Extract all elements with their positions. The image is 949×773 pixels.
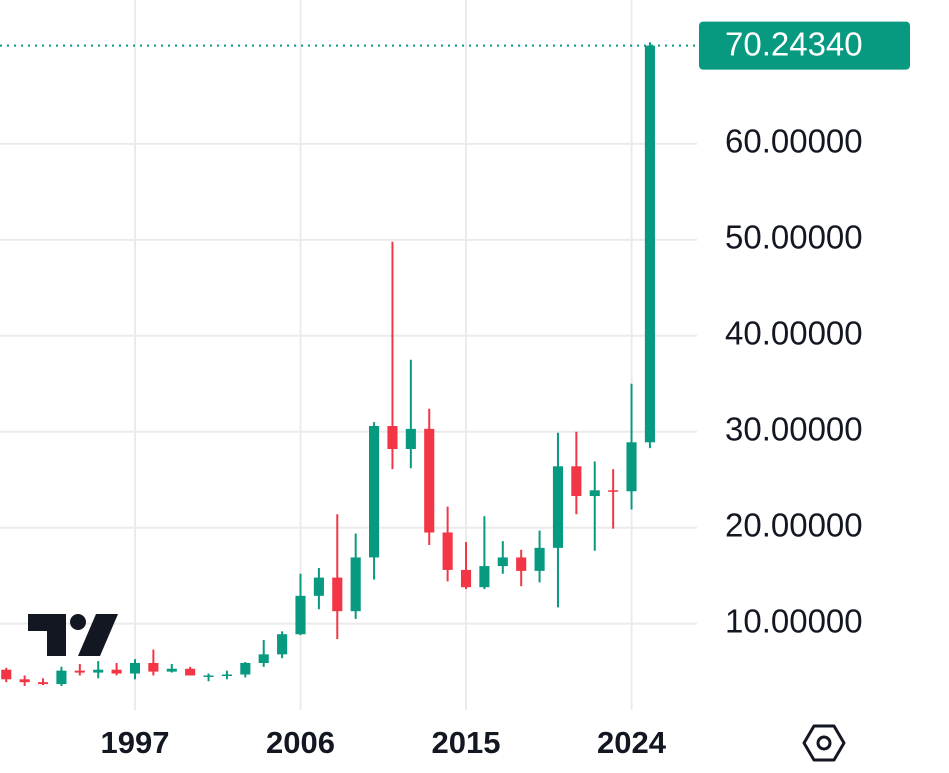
candle-body <box>332 577 343 612</box>
x-tick-label: 2024 <box>597 725 667 760</box>
candle-body <box>571 466 582 497</box>
logo <box>28 614 118 656</box>
candle-body <box>534 547 545 571</box>
candle-body <box>74 670 85 673</box>
candle-body <box>166 668 177 672</box>
candle-body <box>608 490 619 492</box>
candle-body <box>148 662 159 672</box>
candle-body <box>129 662 141 674</box>
candle-body <box>37 682 49 685</box>
x-tick-label: 1997 <box>101 725 170 760</box>
candle-body <box>350 557 361 612</box>
last-price-label: 70.24340 <box>725 25 863 62</box>
y-tick-label: 40.00000 <box>725 315 863 352</box>
candle-body <box>203 675 214 677</box>
candle-body <box>185 668 196 676</box>
candle-body <box>442 532 453 570</box>
y-tick-label: 20.00000 <box>725 506 863 543</box>
candle-body <box>460 569 472 588</box>
y-tick-label: 60.00000 <box>725 123 863 160</box>
candle-body <box>369 426 380 558</box>
candle-body <box>1 669 12 680</box>
candle-body <box>497 557 508 567</box>
candle-body <box>516 557 527 571</box>
settings-button[interactable] <box>802 724 846 762</box>
candle-body <box>626 442 637 492</box>
candle-body <box>240 662 251 675</box>
candle-body <box>589 490 600 497</box>
candle-body <box>93 669 104 673</box>
candle-body <box>19 679 30 683</box>
candle-body <box>258 654 269 663</box>
candle-body <box>405 428 416 450</box>
candle-body <box>295 595 306 635</box>
candle-body <box>277 634 288 655</box>
last-price-box <box>699 21 910 70</box>
x-tick-label: 2015 <box>432 725 501 760</box>
candle-body <box>56 670 67 685</box>
candle-body <box>552 466 564 548</box>
candle-body <box>387 426 398 450</box>
candle-body <box>111 669 122 674</box>
candle-body <box>221 674 232 676</box>
y-tick-label: 50.00000 <box>725 219 863 256</box>
y-tick-label: 30.00000 <box>725 410 863 447</box>
candle-body <box>313 577 324 596</box>
y-tick-label: 10.00000 <box>725 602 863 639</box>
candle-body <box>424 428 435 533</box>
candle-body <box>644 45 655 443</box>
grid <box>0 0 697 710</box>
candle-body <box>479 566 490 588</box>
x-tick-label: 2006 <box>266 725 335 760</box>
candles <box>1 42 655 687</box>
